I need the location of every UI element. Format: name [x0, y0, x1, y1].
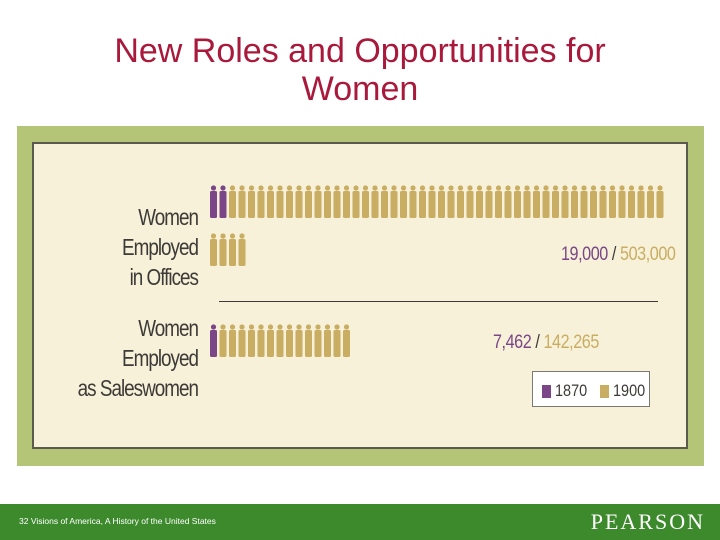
- row-label-saleswomen-line2: as Saleswomen: [77, 375, 199, 401]
- stat-offices-1900: 503,000: [620, 244, 676, 265]
- figure-row0-1900: [476, 185, 483, 218]
- figure-row0-1900: [381, 185, 388, 218]
- figure-row1-1900: [343, 324, 350, 357]
- figure-row0-1900: [409, 185, 417, 218]
- legend-swatch-1870: [542, 385, 551, 398]
- figure-row0-1900: [590, 185, 597, 218]
- figure-row1-1900: [324, 324, 331, 357]
- figure-row1-1900: [276, 324, 284, 357]
- figure-row0-1900: [561, 185, 569, 218]
- figure-row0-1900: [419, 185, 426, 218]
- figure-row0-1900: [447, 185, 455, 218]
- figure-row0-1900: [248, 185, 255, 218]
- figure-row1-1900: [229, 324, 236, 357]
- figure-row0-1900: [609, 185, 616, 218]
- figure-row0-1900: [514, 185, 521, 218]
- figure-row0-1900: [362, 185, 369, 218]
- stat-saleswomen-separator: /: [535, 332, 540, 353]
- figure-row0-1900: [580, 185, 588, 218]
- figure-row0-1900: [352, 185, 360, 218]
- figure-row0-1900: [238, 185, 246, 218]
- pearson-logo: PEARSON: [590, 509, 705, 534]
- stat-offices-separator: /: [611, 244, 616, 265]
- figure-row0-1900: [571, 185, 578, 218]
- figure-row0-1900: [438, 185, 445, 218]
- figure-row0-1900: [400, 185, 407, 218]
- slide-title: New Roles and Opportunities for Women: [0, 32, 720, 108]
- title-line-2: Women: [301, 70, 419, 108]
- footer-bar: 32 Visions of America, A History of the …: [0, 504, 720, 540]
- stat-saleswomen: 7,462 / 142,265: [493, 332, 599, 354]
- figure-row0-1900: [295, 185, 303, 218]
- figure-row0-1900: [485, 185, 493, 218]
- figure-row0-1900: [466, 185, 474, 218]
- figure-row0-1900: [286, 185, 293, 218]
- figure-row0-1900: [219, 233, 227, 266]
- figure-row1-1900: [295, 324, 303, 357]
- figure-row0-1900: [457, 185, 464, 218]
- figure-row0-1900: [504, 185, 512, 218]
- stat-offices-1870: 19,000: [561, 244, 608, 265]
- stat-saleswomen-1870: 7,462: [493, 332, 532, 353]
- figure-row0-1900: [533, 185, 540, 218]
- figure-row0-1900: [229, 233, 236, 266]
- figure-row1-1900: [248, 324, 255, 357]
- figure-row0-1900: [229, 185, 236, 218]
- legend-swatch-1900: [600, 385, 609, 398]
- figure-row0-1900: [343, 185, 350, 218]
- row-label-saleswomen: Women Employed as Saleswomen: [60, 313, 199, 403]
- figure-row0-1900: [390, 185, 398, 218]
- stat-offices: 19,000 / 503,000: [561, 244, 676, 266]
- figure-row0-1900: [523, 185, 531, 218]
- row-label-offices: Women Employed in Offices: [60, 202, 199, 292]
- footer-book-title: Visions of America, A History of the Uni…: [30, 516, 216, 526]
- row-divider: [219, 301, 658, 302]
- figure-row1-1870: [210, 324, 217, 357]
- title-line-1: New Roles and Opportunities for: [114, 32, 606, 70]
- figure-row1-1900: [333, 324, 341, 357]
- footer-citation: 32 Visions of America, A History of the …: [19, 516, 216, 526]
- figure-row0-1870: [219, 185, 227, 218]
- legend-label-1900: 1900: [613, 381, 646, 400]
- figure-row0-1900: [599, 185, 607, 218]
- figure-row0-1900: [371, 185, 379, 218]
- figure-row0-1900: [656, 185, 664, 218]
- figure-row0-1900: [647, 185, 654, 218]
- figure-row0-1900: [238, 233, 246, 266]
- figure-row1-1900: [238, 324, 246, 357]
- legend-label-1870: 1870: [555, 381, 588, 400]
- row-label-offices-line1: Women Employed: [121, 204, 199, 260]
- figure-row1-1900: [305, 324, 312, 357]
- stat-saleswomen-1900: 142,265: [543, 332, 599, 353]
- figure-row0-1900: [210, 233, 217, 266]
- figure-row0-1900: [257, 185, 265, 218]
- figure-row1-1900: [257, 324, 265, 357]
- figure-row0-1900: [428, 185, 436, 218]
- figure-row0-1900: [267, 185, 274, 218]
- figure-row0-1870: [210, 185, 217, 218]
- footer-page-number: 32: [19, 516, 29, 526]
- figure-row0-1900: [637, 185, 645, 218]
- figure-row0-1900: [495, 185, 502, 218]
- figure-row0-1900: [305, 185, 312, 218]
- figure-row0-1900: [618, 185, 626, 218]
- figure-row0-1900: [542, 185, 550, 218]
- figure-row1-1900: [314, 324, 322, 357]
- figure-row0-1900: [628, 185, 635, 218]
- figure-row1-1900: [219, 324, 227, 357]
- row-label-offices-line2: in Offices: [129, 264, 199, 290]
- figure-row0-1900: [324, 185, 331, 218]
- row-label-saleswomen-line1: Women Employed: [121, 315, 199, 371]
- figure-row0-1900: [276, 185, 284, 218]
- legend: 1870 1900: [532, 371, 650, 407]
- figure-row1-1900: [286, 324, 293, 357]
- figure-row1-1900: [267, 324, 274, 357]
- figure-row0-1900: [314, 185, 322, 218]
- figure-row0-1900: [333, 185, 341, 218]
- figure-row0-1900: [552, 185, 559, 218]
